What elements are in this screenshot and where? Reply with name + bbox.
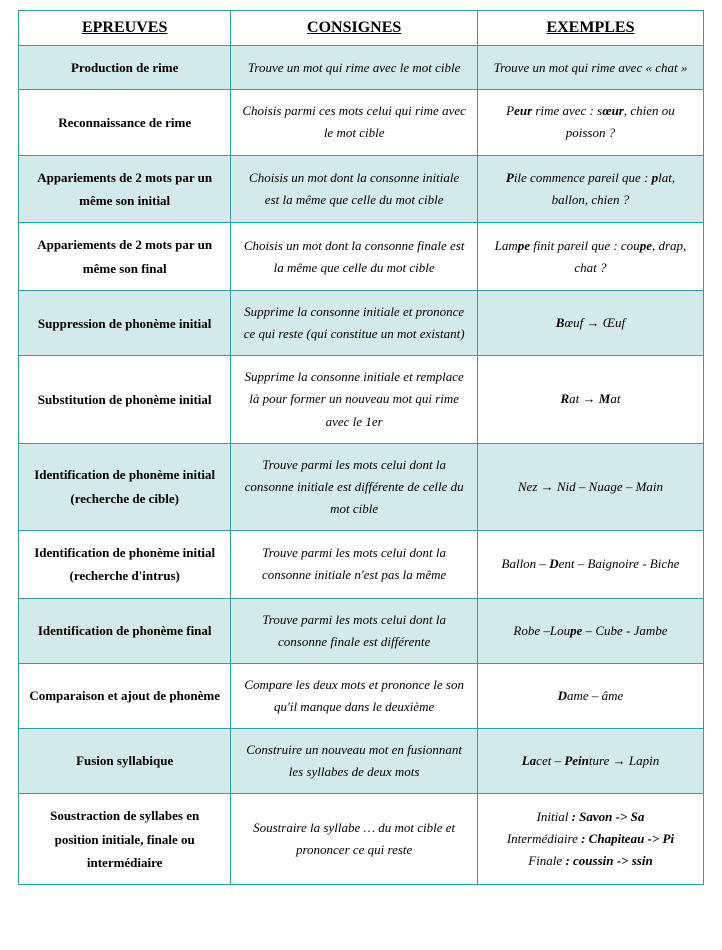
cell-consigne: Supprime la consonne initiale et remplac… — [231, 356, 478, 443]
table-row: Fusion syllabiqueConstruire un nouveau m… — [19, 729, 704, 794]
cell-epreuve: Fusion syllabique — [19, 729, 231, 794]
header-consignes: CONSIGNES — [231, 11, 478, 46]
cell-epreuve: Comparaison et ajout de phonème — [19, 663, 231, 728]
cell-epreuve: Production de rime — [19, 46, 231, 90]
header-exemples: EXEMPLES — [477, 11, 703, 46]
cell-consigne: Compare les deux mots et prononce le son… — [231, 663, 478, 728]
table-body: Production de rimeTrouve un mot qui rime… — [19, 46, 704, 885]
epreuves-table: EPREUVES CONSIGNES EXEMPLES Production d… — [18, 10, 704, 885]
cell-consigne: Choisis un mot dont la consonne initiale… — [231, 155, 478, 223]
cell-exemple: Bœuf → Œuf — [477, 291, 703, 356]
cell-exemple: Initial : Savon -> SaIntermédiaire : Cha… — [477, 794, 703, 885]
cell-exemple: Pile commence pareil que : plat, ballon,… — [477, 155, 703, 223]
table-row: Identification de phonème finalTrouve pa… — [19, 598, 704, 663]
table-row: Production de rimeTrouve un mot qui rime… — [19, 46, 704, 90]
cell-epreuve: Soustraction de syllabes en position ini… — [19, 794, 231, 885]
table-row: Identification de phonème initial (reche… — [19, 530, 704, 598]
cell-epreuve: Identification de phonème initial (reche… — [19, 530, 231, 598]
cell-epreuve: Suppression de phonème initial — [19, 291, 231, 356]
table-row: Soustraction de syllabes en position ini… — [19, 794, 704, 885]
cell-consigne: Supprime la consonne initiale et prononc… — [231, 291, 478, 356]
cell-exemple: Rat → Mat — [477, 356, 703, 443]
cell-exemple: Lacet – Peinture → Lapin — [477, 729, 703, 794]
cell-exemple: Peur rime avec : sœur, chien ou poisson … — [477, 90, 703, 155]
cell-consigne: Construire un nouveau mot en fusionnant … — [231, 729, 478, 794]
cell-exemple: Lampe finit pareil que : coupe, drap, ch… — [477, 223, 703, 291]
table-row: Substitution de phonème initialSupprime … — [19, 356, 704, 443]
cell-exemple: Robe –Loupe – Cube - Jambe — [477, 598, 703, 663]
header-epreuves: EPREUVES — [19, 11, 231, 46]
table-header-row: EPREUVES CONSIGNES EXEMPLES — [19, 11, 704, 46]
table-row: Identification de phonème initial (reche… — [19, 443, 704, 530]
cell-consigne: Trouve parmi les mots celui dont la cons… — [231, 443, 478, 530]
cell-epreuve: Identification de phonème initial (reche… — [19, 443, 231, 530]
table-row: Appariements de 2 mots par un même son f… — [19, 223, 704, 291]
cell-exemple: Ballon – Dent – Baignoire - Biche — [477, 530, 703, 598]
table-row: Suppression de phonème initialSupprime l… — [19, 291, 704, 356]
cell-epreuve: Appariements de 2 mots par un même son f… — [19, 223, 231, 291]
cell-exemple: Dame – âme — [477, 663, 703, 728]
table-row: Comparaison et ajout de phonèmeCompare l… — [19, 663, 704, 728]
cell-epreuve: Substitution de phonème initial — [19, 356, 231, 443]
cell-exemple: Trouve un mot qui rime avec « chat » — [477, 46, 703, 90]
cell-epreuve: Reconnaissance de rime — [19, 90, 231, 155]
cell-consigne: Soustraire la syllabe … du mot cible et … — [231, 794, 478, 885]
table-row: Reconnaissance de rimeChoisis parmi ces … — [19, 90, 704, 155]
page-container: EPREUVES CONSIGNES EXEMPLES Production d… — [0, 0, 722, 905]
table-row: Appariements de 2 mots par un même son i… — [19, 155, 704, 223]
cell-consigne: Choisis parmi ces mots celui qui rime av… — [231, 90, 478, 155]
cell-consigne: Trouve parmi les mots celui dont la cons… — [231, 530, 478, 598]
cell-consigne: Trouve parmi les mots celui dont la cons… — [231, 598, 478, 663]
cell-epreuve: Appariements de 2 mots par un même son i… — [19, 155, 231, 223]
cell-epreuve: Identification de phonème final — [19, 598, 231, 663]
cell-consigne: Choisis un mot dont la consonne finale e… — [231, 223, 478, 291]
cell-exemple: Nez → Nid – Nuage – Main — [477, 443, 703, 530]
cell-consigne: Trouve un mot qui rime avec le mot cible — [231, 46, 478, 90]
